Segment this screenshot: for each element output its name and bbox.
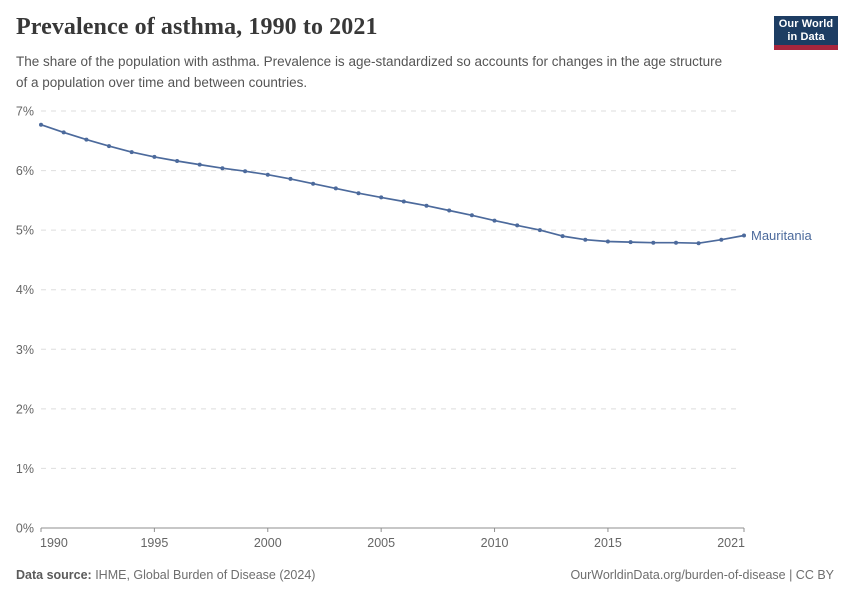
data-point <box>84 137 89 142</box>
data-point <box>537 228 542 233</box>
data-point <box>515 223 520 228</box>
data-point <box>583 237 588 242</box>
data-point <box>492 218 497 223</box>
x-tick-label: 1990 <box>40 536 68 550</box>
data-point <box>447 208 452 213</box>
chart-subtitle: The share of the population with asthma.… <box>16 54 723 90</box>
footer-attribution: OurWorldinData.org/burden-of-disease | C… <box>570 568 834 582</box>
data-point <box>651 240 656 245</box>
data-point <box>696 241 701 246</box>
data-point <box>197 162 202 167</box>
y-tick-label: 2% <box>16 402 34 416</box>
data-point <box>129 150 134 155</box>
data-point <box>311 181 316 186</box>
data-point <box>175 159 180 163</box>
data-point <box>288 176 293 181</box>
data-source-label: Data source: <box>16 568 92 582</box>
y-tick-label: 1% <box>16 462 34 476</box>
chart-footer: Data source: IHME, Global Burden of Dise… <box>16 568 834 582</box>
data-point <box>379 195 384 200</box>
y-tick-label: 0% <box>16 522 34 536</box>
data-point <box>356 191 361 196</box>
data-point <box>152 154 157 159</box>
data-point <box>61 130 66 135</box>
data-source-note: Data source: IHME, Global Burden of Dise… <box>16 568 315 582</box>
y-tick-label: 5% <box>16 224 34 238</box>
data-point <box>265 172 270 177</box>
owid-logo-line2: in Data <box>787 30 825 43</box>
data-point <box>605 239 610 244</box>
data-point <box>220 166 225 171</box>
owid-url-link[interactable]: OurWorldinData.org/burden-of-disease <box>570 568 786 582</box>
x-tick-label: 2000 <box>254 536 282 550</box>
x-tick-label: 1995 <box>140 536 168 550</box>
owid-logo-line1: Our World <box>778 18 834 30</box>
y-tick-label: 6% <box>16 164 34 178</box>
data-point <box>742 233 746 238</box>
data-point <box>628 240 633 245</box>
data-point <box>401 199 406 204</box>
data-point <box>560 234 565 239</box>
data-point <box>469 213 474 218</box>
owid-logo: Our World in Data <box>774 16 838 50</box>
entity-label-mauritania: Mauritania <box>751 228 812 243</box>
data-point <box>107 144 111 149</box>
y-tick-label: 7% <box>16 105 34 119</box>
data-point <box>39 122 43 127</box>
data-point <box>719 237 724 242</box>
y-tick-label: 4% <box>16 283 34 297</box>
data-source-value: IHME, Global Burden of Disease (2024) <box>91 568 316 582</box>
x-tick-label: 2015 <box>594 536 622 550</box>
x-tick-label: 2010 <box>481 536 509 550</box>
x-tick-label: 2005 <box>367 536 395 550</box>
series-line-mauritania <box>40 123 745 245</box>
license-text: | CC BY <box>785 568 834 582</box>
chart-title: Prevalence of asthma, 1990 to 2021 <box>16 14 378 40</box>
y-tick-label: 3% <box>16 343 34 357</box>
x-tick-label: 2021 <box>717 536 745 550</box>
data-point <box>424 203 429 208</box>
data-point <box>243 169 248 174</box>
data-point <box>674 240 678 245</box>
data-point <box>333 186 338 191</box>
